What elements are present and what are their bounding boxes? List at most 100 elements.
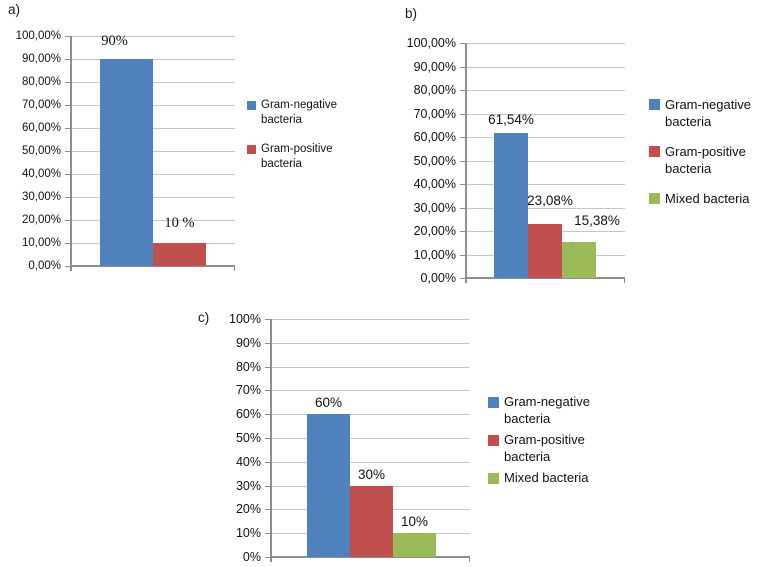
y-axis-tick (265, 319, 270, 320)
legend-label: Gram-negative bacteria (261, 99, 338, 126)
y-axis-tick (65, 128, 70, 129)
y-axis-tick (265, 533, 270, 534)
bar-gram-negative-bacteria (494, 133, 528, 278)
y-axis-tick (460, 184, 465, 185)
gridline (270, 367, 470, 368)
y-axis-tick (65, 266, 70, 267)
y-axis-tick (460, 43, 465, 44)
legend-item-gram-negative-bacteria: Gram-negative bacteria (649, 96, 757, 130)
y-axis-tick (265, 367, 270, 368)
y-tick-label: 60,00% (413, 130, 456, 144)
y-tick-label: 40,00% (21, 168, 61, 180)
panel-letter-label: c) (198, 310, 210, 325)
y-tick-label: 100,00% (406, 36, 456, 50)
y-axis-tick (460, 278, 465, 279)
y-tick-label: 30,00% (413, 201, 456, 215)
y-tick-label: 50,00% (413, 154, 456, 168)
bar-value-label: 10 % (164, 215, 195, 231)
bar-value-label: 60% (314, 395, 343, 411)
legend-swatch-icon (247, 101, 256, 110)
gridline (465, 184, 625, 185)
y-tick-label: 0% (242, 550, 261, 564)
y-tick-label: 10% (235, 526, 261, 540)
y-tick-label: 10,00% (413, 248, 456, 262)
legend-swatch-icon (247, 145, 256, 154)
gridline (465, 114, 625, 115)
legend-item-gram-positive-bacteria: Gram-positive bacteria (488, 432, 609, 465)
bar-value-label: 61,54% (488, 112, 534, 128)
x-axis-line (70, 265, 235, 267)
legend-item-mixed-bacteria: Mixed bacteria (649, 190, 757, 207)
y-axis-tick (65, 220, 70, 221)
gridline (270, 343, 470, 344)
y-axis-tick (460, 90, 465, 91)
y-tick-label: 10,00% (21, 237, 61, 249)
gridline (465, 137, 625, 138)
gridline (270, 438, 470, 439)
y-tick-label: 30% (235, 479, 261, 493)
y-tick-label: 50% (235, 431, 261, 445)
legend-swatch-icon (649, 99, 660, 110)
y-axis-line (465, 43, 467, 283)
legend-item-gram-negative-bacteria: Gram-negative bacteria (247, 98, 351, 127)
bar-gram-positive-bacteria (350, 485, 393, 557)
legend: Gram-negative bacteria Gram-positive bact… (649, 96, 757, 207)
y-tick-label: 60,00% (21, 122, 61, 134)
y-axis-tick (265, 486, 270, 487)
bar-gram-negative-bacteria (307, 414, 350, 557)
legend-swatch-icon (488, 473, 499, 484)
y-tick-label: 70,00% (413, 107, 456, 121)
legend-label: Gram-negative bacteria (504, 394, 590, 426)
y-tick-label: 30,00% (21, 191, 61, 203)
y-tick-label: 100% (229, 312, 261, 326)
y-tick-label: 80% (235, 360, 261, 374)
y-tick-label: 90,00% (21, 53, 61, 65)
y-tick-label: 20,00% (21, 214, 61, 226)
bar-value-label: 23,08% (527, 192, 573, 208)
y-axis-tick (460, 208, 465, 209)
y-tick-label: 0,00% (420, 271, 456, 285)
y-tick-label: 40% (235, 455, 261, 469)
y-axis-tick (460, 231, 465, 232)
chart-panel-a: a) 100,00% 90,00% 80,00% 70,00% 60,00% 50,00% 4… (0, 0, 380, 290)
legend-item-gram-positive-bacteria: Gram-positive bacteria (649, 143, 757, 177)
y-axis-tick (460, 137, 465, 138)
y-tick-label: 40,00% (413, 177, 456, 191)
y-axis-tick (460, 255, 465, 256)
y-axis-tick (265, 414, 270, 415)
x-axis-end-tick (234, 266, 235, 271)
y-axis-tick (265, 390, 270, 391)
panel-letter-label: a) (8, 2, 21, 17)
y-tick-label: 90,00% (413, 60, 456, 74)
bar-mixed-bacteria (562, 241, 596, 278)
y-tick-label: 70% (235, 383, 261, 397)
x-axis-line (270, 556, 470, 558)
x-axis-end-tick (469, 557, 470, 562)
chart-panel-c: c) 100% 90% 80% 70% 60% 50% 40% 30% 20% 10% 0% 60% 30… (180, 300, 630, 567)
y-tick-label: 90% (235, 336, 261, 350)
y-tick-label: 100,00% (15, 30, 61, 42)
legend: Gram-negative bacteria Gram-positive bact… (488, 394, 609, 487)
y-tick-label: 70,00% (21, 99, 61, 111)
legend-swatch-icon (488, 397, 499, 408)
gridline (465, 208, 625, 209)
gridline (270, 390, 470, 391)
legend-label: Mixed bacteria (504, 470, 589, 485)
legend-label: Gram-positive bacteria (665, 144, 746, 176)
gridline (270, 319, 470, 320)
legend-swatch-icon (649, 193, 660, 204)
y-axis-tick (65, 174, 70, 175)
y-axis-tick (460, 67, 465, 68)
y-axis-line (270, 319, 272, 562)
legend-label: Gram-positive bacteria (261, 143, 333, 170)
y-axis-tick (265, 438, 270, 439)
y-axis-line (70, 36, 72, 271)
bar-value-label: 10% (400, 514, 429, 530)
y-tick-label: 20% (235, 502, 261, 516)
y-axis-tick (65, 82, 70, 83)
gridline (465, 43, 625, 44)
y-axis-tick (65, 197, 70, 198)
legend-item-gram-positive-bacteria: Gram-positive bacteria (247, 142, 351, 171)
gridline (70, 36, 235, 37)
